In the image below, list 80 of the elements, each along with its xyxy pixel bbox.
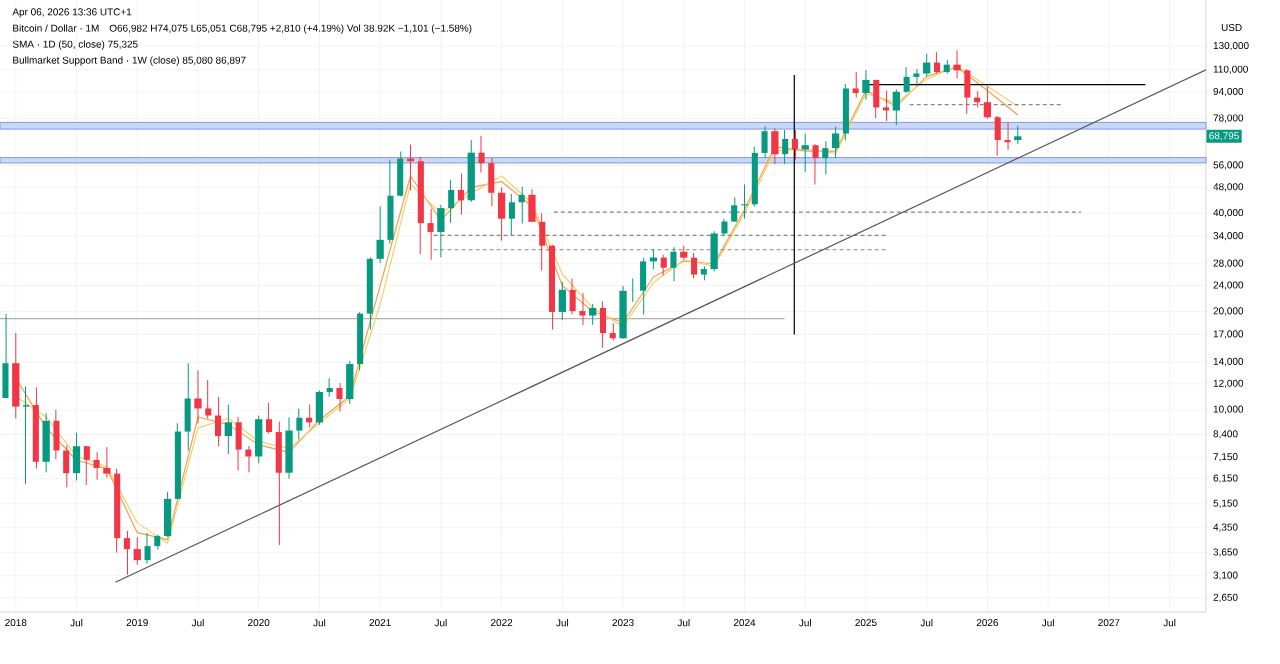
candlestick — [326, 377, 333, 398]
candlestick — [63, 444, 70, 488]
candlestick — [205, 379, 212, 419]
candlestick — [144, 532, 151, 564]
candlestick — [397, 151, 404, 197]
candlestick — [467, 139, 475, 203]
candlestick — [873, 79, 880, 119]
candlestick — [953, 49, 961, 79]
candlestick — [315, 389, 324, 426]
candlestick — [12, 332, 20, 419]
candlestick — [184, 362, 191, 451]
candlestick — [852, 71, 859, 98]
candlestick — [599, 300, 607, 349]
candlestick — [983, 85, 992, 120]
candlestick — [923, 53, 931, 77]
candlestick — [275, 421, 282, 546]
candlestick — [558, 281, 566, 321]
candlestick — [740, 184, 749, 220]
candlestick — [1014, 125, 1022, 145]
candlestick — [194, 369, 202, 425]
candlestick — [791, 129, 798, 161]
candlestick — [862, 69, 870, 100]
candlestick — [427, 208, 434, 261]
candlestick — [457, 173, 464, 216]
candlestick — [285, 416, 293, 480]
candlestick — [882, 90, 890, 122]
candlestick — [255, 415, 263, 464]
candlestick — [619, 285, 627, 340]
candlestick — [163, 491, 172, 538]
candlestick — [224, 404, 232, 455]
candlestick — [964, 68, 971, 115]
candlestick — [660, 254, 667, 276]
candlestick — [123, 530, 130, 576]
candlestick — [336, 382, 343, 412]
candlestick — [831, 126, 840, 159]
candlestick — [478, 135, 485, 173]
candlestick — [508, 193, 515, 236]
candlestick — [761, 125, 768, 159]
candlestick — [933, 51, 941, 74]
candlestick — [53, 409, 60, 460]
candlestick — [822, 140, 829, 175]
candlestick — [376, 205, 384, 264]
candlestick — [528, 188, 536, 223]
candlestick — [296, 408, 303, 440]
candlestick — [518, 186, 525, 224]
candlestick — [670, 246, 677, 282]
candlestick — [83, 445, 90, 486]
candlestick — [265, 402, 273, 435]
candlestick — [691, 252, 698, 279]
candlestick — [771, 127, 779, 165]
candlestick — [133, 536, 141, 566]
candlestick — [497, 186, 506, 242]
candlestick — [23, 385, 30, 485]
candlestick — [842, 83, 849, 141]
candlestick — [903, 66, 910, 94]
candlestick — [801, 133, 809, 173]
candlestick — [731, 196, 738, 223]
candlestick — [539, 212, 546, 271]
candlestick — [710, 230, 718, 272]
candlestick — [72, 432, 81, 481]
candlestick — [346, 360, 354, 405]
candlestick — [782, 129, 789, 165]
candlestick — [42, 412, 50, 473]
candlestick — [93, 451, 100, 481]
candlestick — [569, 278, 576, 315]
candlestick — [589, 303, 597, 326]
candlestick — [448, 179, 455, 224]
candlestick — [437, 204, 445, 258]
candlestick — [235, 416, 242, 472]
candlestick — [488, 157, 495, 207]
candlestick — [640, 257, 647, 316]
candlestick — [579, 292, 586, 326]
candlestick — [812, 143, 819, 185]
candlestick — [892, 88, 900, 126]
candlestick — [1004, 121, 1011, 151]
candlestick — [2, 313, 9, 399]
candlestick — [103, 446, 111, 478]
candlestick — [387, 159, 394, 244]
candlestick — [994, 115, 1001, 157]
candlestick — [214, 396, 222, 447]
